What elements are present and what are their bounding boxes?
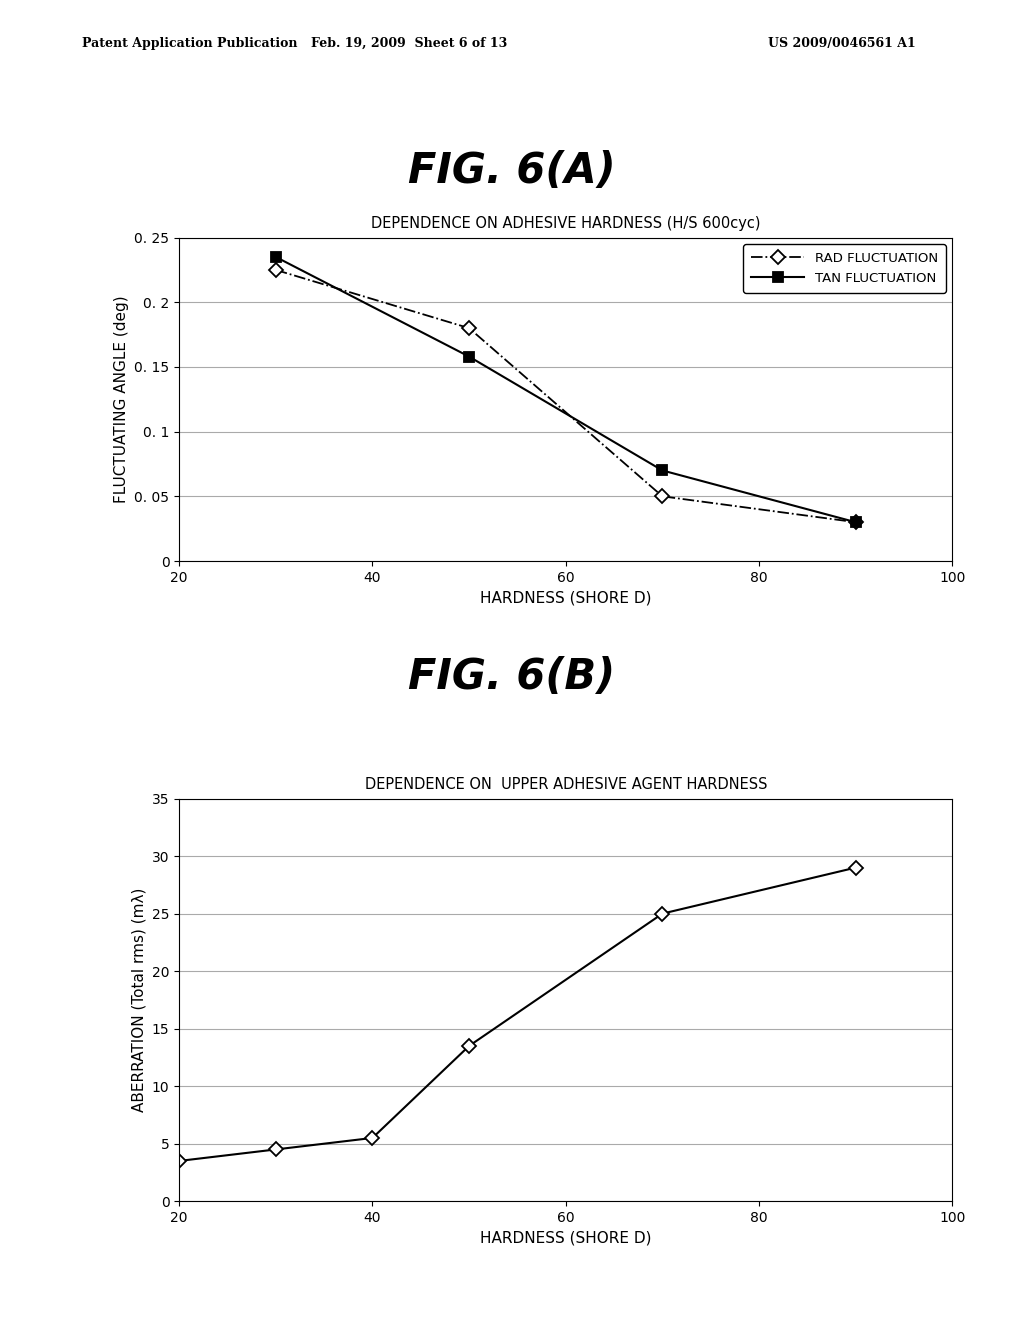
Legend: RAD FLUCTUATION, TAN FLUCTUATION: RAD FLUCTUATION, TAN FLUCTUATION (743, 244, 946, 293)
X-axis label: HARDNESS (SHORE D): HARDNESS (SHORE D) (480, 590, 651, 606)
Y-axis label: ABERRATION (Total rms) (mλ): ABERRATION (Total rms) (mλ) (131, 888, 146, 1111)
TAN FLUCTUATION (656, 462, 669, 478)
Line: TAN FLUCTUATION: TAN FLUCTUATION (271, 252, 860, 527)
Text: FIG. 6(B): FIG. 6(B) (409, 656, 615, 698)
Text: Patent Application Publication: Patent Application Publication (82, 37, 297, 50)
Title: DEPENDENCE ON  UPPER ADHESIVE AGENT HARDNESS: DEPENDENCE ON UPPER ADHESIVE AGENT HARDN… (365, 777, 767, 792)
RAD FLUCTUATION (269, 261, 282, 279)
RAD FLUCTUATION (850, 515, 862, 531)
RAD FLUCTUATION (463, 321, 475, 337)
RAD FLUCTUATION (656, 488, 669, 504)
Text: FIG. 6(A): FIG. 6(A) (409, 150, 615, 193)
TAN FLUCTUATION (269, 249, 282, 265)
TAN FLUCTUATION (850, 515, 862, 531)
X-axis label: HARDNESS (SHORE D): HARDNESS (SHORE D) (480, 1230, 651, 1246)
TAN FLUCTUATION (463, 348, 475, 364)
Y-axis label: FLUCTUATING ANGLE (deg): FLUCTUATING ANGLE (deg) (114, 296, 129, 503)
Title: DEPENDENCE ON ADHESIVE HARDNESS (H/S 600cyc): DEPENDENCE ON ADHESIVE HARDNESS (H/S 600… (371, 216, 761, 231)
Text: US 2009/0046561 A1: US 2009/0046561 A1 (768, 37, 915, 50)
Line: RAD FLUCTUATION: RAD FLUCTUATION (271, 265, 860, 527)
Text: Feb. 19, 2009  Sheet 6 of 13: Feb. 19, 2009 Sheet 6 of 13 (311, 37, 508, 50)
